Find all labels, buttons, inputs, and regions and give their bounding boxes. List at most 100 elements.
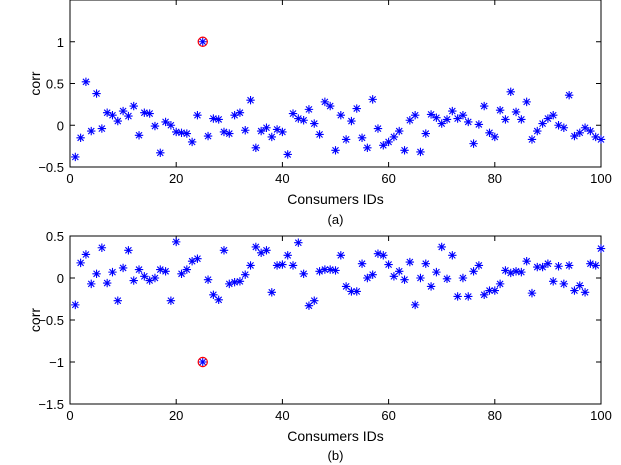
data-point [549, 277, 558, 286]
data-point [198, 357, 207, 367]
data-point [554, 262, 563, 271]
data-point [134, 265, 144, 274]
data-point [177, 269, 186, 278]
data-point [262, 123, 271, 132]
data-point [235, 277, 245, 286]
data-point [283, 150, 292, 159]
data-point [246, 261, 255, 270]
data-point [172, 127, 181, 137]
y-tick-label: 0.5 [46, 229, 64, 244]
data-point [145, 276, 154, 285]
data-point [172, 237, 181, 247]
data-point [267, 132, 276, 142]
data-point [570, 286, 579, 295]
data-point [193, 111, 202, 120]
data-point [559, 123, 569, 132]
data-point [129, 276, 138, 285]
data-point [198, 37, 207, 46]
data-point [554, 121, 563, 130]
data-point [527, 135, 537, 144]
data-point [187, 257, 197, 266]
data-point [187, 137, 197, 147]
data-point [182, 129, 192, 138]
data-point [347, 287, 356, 296]
data-point [395, 126, 404, 136]
data-point [304, 301, 314, 310]
data-point [113, 296, 122, 305]
data-point [230, 278, 239, 287]
data-point [341, 282, 351, 291]
data-point [352, 104, 361, 113]
data-point [485, 286, 494, 295]
data-point [209, 114, 218, 123]
data-point [304, 105, 314, 114]
data-point [320, 265, 330, 274]
data-point [310, 119, 319, 128]
data-point [549, 111, 558, 120]
data-point [522, 257, 531, 266]
y-axis-label: corr [27, 71, 43, 95]
x-tick-label: 100 [590, 408, 612, 423]
data-point [182, 265, 192, 274]
data-point [256, 248, 266, 257]
x-tick-label: 80 [488, 171, 502, 186]
data-point [517, 267, 526, 277]
data-point [92, 269, 101, 278]
data-point [140, 272, 149, 281]
x-tick-label: 60 [381, 171, 395, 186]
data-point [533, 126, 542, 136]
data-point [310, 296, 319, 305]
data-point [102, 278, 112, 288]
data-point [591, 261, 600, 270]
data-point [453, 292, 462, 301]
data-point [262, 246, 271, 255]
data-point [145, 109, 154, 118]
data-point [161, 117, 170, 127]
data-point [432, 113, 441, 122]
data-point [341, 135, 351, 144]
data-point [288, 109, 298, 118]
data-point [325, 101, 335, 111]
data-point [81, 77, 91, 87]
data-point [357, 259, 367, 268]
data-point [76, 258, 85, 268]
data-point [294, 238, 303, 247]
highlight-marker [197, 356, 208, 368]
data-point [124, 246, 133, 255]
data-point [272, 261, 282, 270]
data-point [448, 251, 457, 260]
data-point [506, 87, 515, 97]
data-point [543, 259, 553, 268]
data-point [166, 121, 176, 130]
y-tick-label: 0.5 [46, 77, 64, 92]
data-point [405, 116, 415, 125]
data-point [421, 129, 430, 138]
data-point [575, 281, 584, 290]
data-point [156, 265, 165, 274]
data-point [71, 152, 80, 162]
data-point [586, 259, 595, 268]
data-point [432, 267, 441, 277]
data-point [325, 265, 335, 274]
data-point [474, 261, 484, 270]
data-point [400, 146, 409, 155]
data-point [442, 274, 452, 284]
data-point [108, 111, 117, 120]
data-point [203, 131, 213, 141]
data-point [87, 279, 96, 289]
data-point [580, 123, 590, 132]
data-point [219, 127, 229, 137]
x-tick-label: 60 [381, 408, 395, 423]
x-tick-label: 0 [66, 408, 73, 423]
data-point [97, 124, 107, 133]
data-point [278, 127, 287, 137]
data-point [384, 260, 393, 269]
data-point [209, 290, 218, 299]
data-point [474, 120, 484, 129]
data-point [437, 119, 446, 128]
plot-frame [69, 0, 602, 168]
x-tick-label: 0 [66, 171, 73, 186]
data-point [495, 106, 505, 115]
x-axis-label: Consumers IDs [287, 428, 383, 444]
y-tick-label: 1 [57, 35, 64, 50]
